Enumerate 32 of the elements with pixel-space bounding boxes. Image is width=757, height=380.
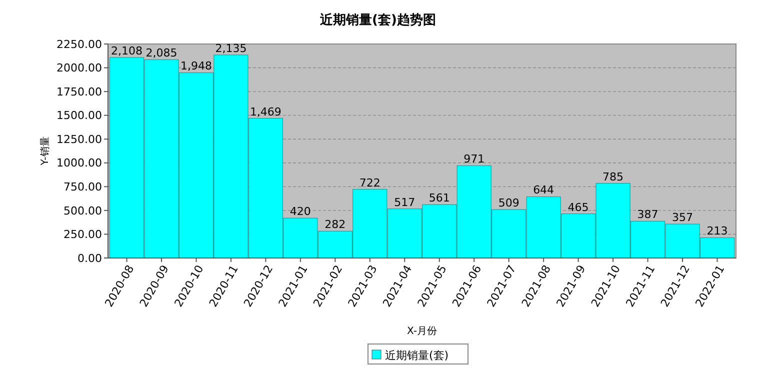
y-tick-label: 0.00 — [78, 252, 102, 265]
data-label: 722 — [359, 176, 380, 190]
data-label: 213 — [706, 224, 728, 238]
data-label: 971 — [464, 152, 485, 166]
data-label: 387 — [637, 208, 658, 222]
data-label: 420 — [290, 205, 311, 218]
y-tick-label: 2250.00 — [56, 38, 102, 51]
data-label: 509 — [498, 196, 520, 210]
y-tick-label: 250.00 — [64, 228, 102, 242]
y-tick-label: 500.00 — [64, 204, 102, 218]
data-label: 357 — [672, 211, 694, 224]
data-label: 2,108 — [111, 44, 143, 58]
y-tick-label: 750.00 — [64, 180, 102, 194]
y-tick-label: 1000.00 — [56, 156, 102, 170]
data-label: 561 — [428, 192, 450, 205]
data-label: 644 — [533, 184, 554, 197]
legend-label: 近期销量(套) — [385, 348, 449, 362]
x-axis-title: X-月份 — [407, 326, 437, 337]
chart-title: 近期销量(套)趋势图 — [319, 12, 436, 28]
data-label: 282 — [324, 218, 346, 232]
data-label: 1,948 — [180, 60, 212, 73]
y-tick-label: 1250.00 — [56, 132, 102, 146]
y-tick-label: 1500.00 — [56, 109, 102, 122]
y-tick-label: 2000.00 — [56, 62, 102, 75]
y-axis-title: Y-销量 — [40, 136, 51, 166]
data-label: 465 — [568, 200, 589, 214]
data-label: 785 — [602, 170, 624, 184]
data-label: 2,135 — [215, 42, 247, 55]
y-tick-label: 1750.00 — [56, 85, 102, 98]
data-label: 517 — [394, 196, 416, 209]
data-label: 2,085 — [146, 46, 178, 60]
data-label: 1,469 — [250, 105, 282, 118]
